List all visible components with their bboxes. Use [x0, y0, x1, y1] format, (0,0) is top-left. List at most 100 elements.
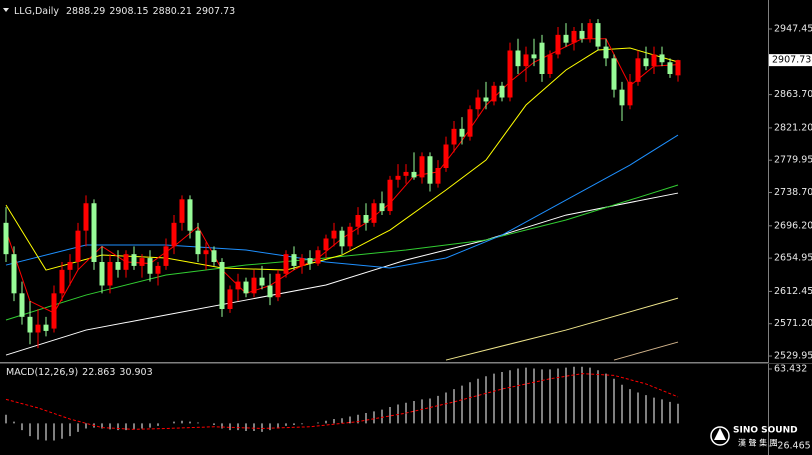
- watermark-logo: [710, 426, 730, 446]
- watermark: SINO SOUND 漢 聲 集 團: [710, 426, 798, 448]
- header-value: 2907.73: [196, 6, 235, 17]
- candle-body: [571, 30, 577, 43]
- line-series: [5, 184, 679, 321]
- candle-body: [91, 203, 97, 262]
- candle-body: [611, 58, 617, 90]
- candle-body: [43, 324, 49, 331]
- candle-body: [419, 156, 425, 178]
- candle-body: [227, 289, 233, 309]
- candle-body: [379, 203, 385, 212]
- price-label-box: [769, 54, 812, 67]
- candle-body: [371, 203, 377, 223]
- candle-body: [531, 54, 537, 59]
- macd-tick-label: 63.432: [774, 364, 807, 375]
- candle-body: [363, 214, 369, 223]
- candle-body: [547, 54, 553, 75]
- candle-body: [507, 50, 513, 98]
- candle-body: [523, 54, 529, 67]
- candle-body: [323, 238, 329, 251]
- candle-body: [667, 62, 673, 75]
- candle-body: [603, 46, 609, 59]
- candle-body: [171, 222, 177, 247]
- y-tick-label: 2779.95: [774, 155, 812, 166]
- candle-body: [83, 203, 89, 231]
- y-tick-label: 2612.45: [774, 286, 812, 297]
- candle-body: [491, 85, 497, 102]
- candle-body: [555, 34, 561, 55]
- candle-body: [275, 273, 281, 298]
- price-panel: [3, 19, 681, 361]
- candle-body: [579, 30, 585, 39]
- candle-body: [659, 54, 665, 63]
- candle-body: [99, 261, 105, 286]
- line-series: [445, 297, 679, 361]
- candle-body: [467, 109, 473, 137]
- macd-tick-label: -26.465: [774, 441, 811, 452]
- line-series: [613, 341, 679, 361]
- candle-body: [403, 171, 409, 176]
- candle-body: [203, 250, 209, 255]
- candle-body: [219, 261, 225, 309]
- candle-body: [499, 85, 505, 98]
- candle-body: [259, 277, 265, 286]
- chart-header: LLG,Daily 2888.29 2908.15 2880.21 2907.73: [14, 6, 235, 17]
- candle-body: [3, 222, 9, 255]
- header-value: LLG,Daily: [14, 6, 59, 17]
- candle-body: [515, 50, 521, 67]
- candle-body: [267, 285, 273, 298]
- watermark-subtitle: 漢 聲 集 團: [738, 438, 778, 448]
- candle-body: [539, 42, 545, 75]
- candle-body: [339, 230, 345, 247]
- price-label: 2907.73: [772, 55, 811, 66]
- candle-body: [299, 258, 305, 266]
- candle-body: [315, 250, 321, 264]
- watermark-logo: [714, 428, 726, 440]
- macd-name: MACD(12,26,9): [6, 367, 78, 378]
- line-series: [5, 47, 679, 271]
- candle-body: [459, 128, 465, 137]
- candle-body: [475, 97, 481, 110]
- candle-body: [427, 156, 433, 184]
- candle-body: [107, 261, 113, 286]
- candle-body: [331, 230, 337, 239]
- header-value: 2888.29: [66, 6, 105, 17]
- y-tick-label: 2863.70: [774, 89, 812, 100]
- axes: 2947.45 2863.70 2821.20 2779.95 2738.70 2696.…: [768, 24, 812, 452]
- candle-body: [35, 324, 41, 333]
- candle-body: [651, 54, 657, 67]
- watermark-name: SINO SOUND: [733, 426, 798, 436]
- y-tick-label: 2654.95: [774, 253, 812, 264]
- candle-body: [123, 254, 129, 270]
- candle-body: [235, 281, 241, 290]
- candle-body: [483, 97, 489, 102]
- header-value: 2880.21: [153, 6, 192, 17]
- candle-body: [355, 214, 361, 227]
- candle-body: [619, 89, 625, 106]
- y-tick-label: 2947.45: [774, 24, 812, 35]
- candle-body: [67, 261, 73, 270]
- macd-value: 30.903: [119, 367, 152, 378]
- candle-body: [139, 258, 145, 266]
- candle-body: [187, 199, 193, 231]
- candle-body: [443, 144, 449, 169]
- line-series: [5, 134, 679, 269]
- candle-body: [627, 81, 633, 106]
- candle-body: [251, 277, 257, 294]
- candle-body: [59, 269, 65, 294]
- candle-body: [51, 293, 57, 329]
- candle-body: [435, 168, 441, 184]
- header-value: 2908.15: [109, 6, 148, 17]
- candle-body: [307, 258, 313, 264]
- candle-body: [595, 23, 601, 47]
- candle-body: [19, 293, 25, 317]
- candle-body: [147, 258, 153, 274]
- candle-body: [75, 230, 81, 262]
- candle-body: [11, 254, 17, 294]
- y-tick-label: 2738.70: [774, 187, 812, 198]
- candle-body: [675, 60, 681, 76]
- y-tick-label: 2821.20: [774, 122, 812, 133]
- macd-panel: [5, 366, 679, 441]
